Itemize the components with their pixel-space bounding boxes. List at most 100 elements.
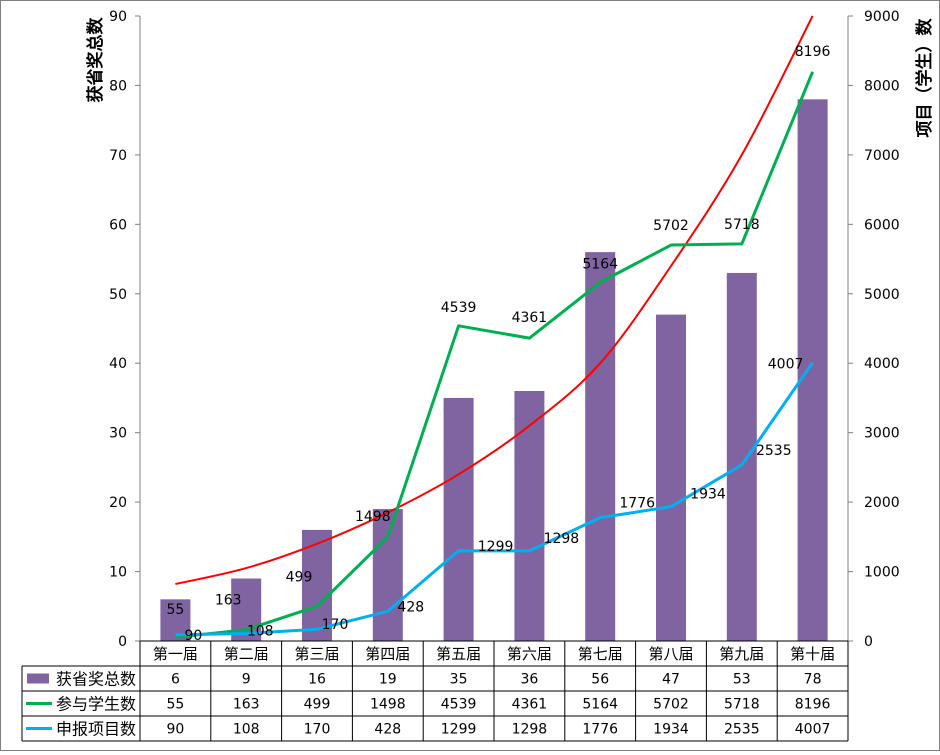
students-data-label: 5702 (653, 218, 689, 234)
category-label: 第六届 (507, 645, 552, 663)
table-cell: 56 (591, 672, 609, 688)
students-data-label: 1498 (355, 509, 391, 525)
students-line (175, 71, 814, 639)
y-left-tick-label: 70 (109, 148, 127, 164)
y-right-tick-label: 3000 (864, 426, 900, 442)
table-cell: 1298 (512, 722, 548, 738)
y-left-tick-label: 60 (109, 217, 127, 233)
projects-data-label: 1934 (690, 487, 726, 503)
y-left-tick-label: 40 (109, 356, 127, 372)
y-axis-left-title: 获省奖总数 (85, 17, 106, 103)
projects-data-label: 1298 (544, 531, 580, 547)
category-label: 第三届 (294, 645, 339, 663)
projects-data-label: 170 (322, 617, 349, 633)
y-left-tick-label: 50 (109, 287, 127, 303)
y-right-tick-label: 1000 (864, 565, 900, 581)
y-right-tick-label: 0 (864, 634, 873, 650)
y-right-tick-label: 5000 (864, 287, 900, 303)
table-cell: 499 (304, 697, 331, 713)
y-right-tick-label: 6000 (864, 217, 900, 233)
y-axis-right-title: 项目（学生）数 (914, 18, 935, 138)
table-cell: 4539 (441, 697, 477, 713)
table-cell: 19 (379, 672, 397, 688)
bar (797, 99, 828, 642)
y-left-tick-label: 10 (109, 565, 127, 581)
trendline (175, 15, 814, 586)
category-label: 第二届 (224, 645, 269, 663)
table-cell: 5702 (653, 697, 689, 713)
students-data-label: 5164 (582, 256, 618, 272)
projects-data-label: 1776 (619, 496, 655, 512)
projects-data-label: 4007 (768, 357, 804, 373)
projects-data-label: 108 (247, 624, 274, 640)
table-cell: 4361 (512, 697, 548, 713)
projects-data-label: 428 (397, 599, 424, 615)
y-left-tick-label: 90 (109, 9, 127, 25)
table-cell: 170 (304, 722, 331, 738)
students-data-label: 5718 (724, 217, 760, 233)
table-cell: 1776 (582, 722, 618, 738)
bar (514, 391, 545, 641)
table-cell: 4007 (795, 722, 831, 738)
y-right-tick-label: 4000 (864, 356, 900, 372)
y-right-tick-label: 8000 (864, 78, 900, 94)
category-label: 第十届 (790, 645, 835, 663)
bar (443, 397, 474, 641)
category-label: 第五届 (436, 645, 481, 663)
projects-data-label: 1299 (478, 539, 514, 555)
table-cell: 90 (166, 722, 184, 738)
students-data-label: 8196 (795, 44, 831, 60)
table-cell: 163 (233, 697, 260, 713)
table-cell: 1498 (370, 697, 406, 713)
y-right-tick-label: 2000 (864, 495, 900, 511)
legend-label: 参与学生数 (56, 695, 136, 714)
lines-layer (175, 15, 814, 639)
table-cell: 47 (662, 672, 680, 688)
table-cell: 35 (450, 672, 468, 688)
y-left-tick-label: 0 (118, 634, 127, 650)
projects-data-label: 90 (184, 628, 202, 644)
legend-label: 获省奖总数 (56, 670, 136, 689)
projects-data-label: 2535 (756, 443, 792, 459)
table-cell: 5164 (582, 697, 618, 713)
table-cell: 6 (171, 672, 180, 688)
category-label: 第一届 (153, 645, 198, 663)
table-cell: 78 (804, 672, 822, 688)
students-data-label: 55 (166, 602, 184, 618)
y-left-tick-label: 30 (109, 426, 127, 442)
bar (585, 252, 616, 641)
table-cell: 9 (242, 672, 251, 688)
students-data-label: 499 (286, 569, 313, 585)
students-data-label: 4539 (441, 300, 477, 316)
y-right-tick-label: 9000 (864, 9, 900, 25)
bar (726, 272, 757, 641)
category-label: 第七届 (578, 645, 623, 663)
bar (372, 509, 403, 641)
students-data-label: 4361 (512, 310, 548, 326)
category-label: 第八届 (648, 645, 693, 663)
table-cell: 108 (233, 722, 260, 738)
bar (656, 314, 686, 641)
category-label: 第九届 (719, 645, 764, 663)
projects-line (175, 361, 814, 637)
data-labels-layer: 55 163 499 1498 4539 4361 5164 5702 5718 8196 90 10… (166, 44, 830, 644)
table-cell: 5718 (724, 697, 760, 713)
y-left-tick-label: 20 (109, 495, 127, 511)
table-cell: 428 (374, 722, 401, 738)
legend-key-bars (27, 673, 49, 684)
table-cell: 55 (166, 697, 184, 713)
table-cell: 2535 (724, 722, 760, 738)
table-cell: 16 (308, 672, 326, 688)
y-right-tick-label: 7000 (864, 148, 900, 164)
category-label: 第四届 (365, 645, 410, 663)
table-cell: 53 (733, 672, 751, 688)
table-cell: 8196 (795, 697, 831, 713)
table-cell: 1299 (441, 722, 477, 738)
legend-label: 申报项目数 (56, 720, 136, 739)
students-data-label: 163 (215, 593, 242, 609)
y-left-tick-label: 80 (109, 78, 127, 94)
